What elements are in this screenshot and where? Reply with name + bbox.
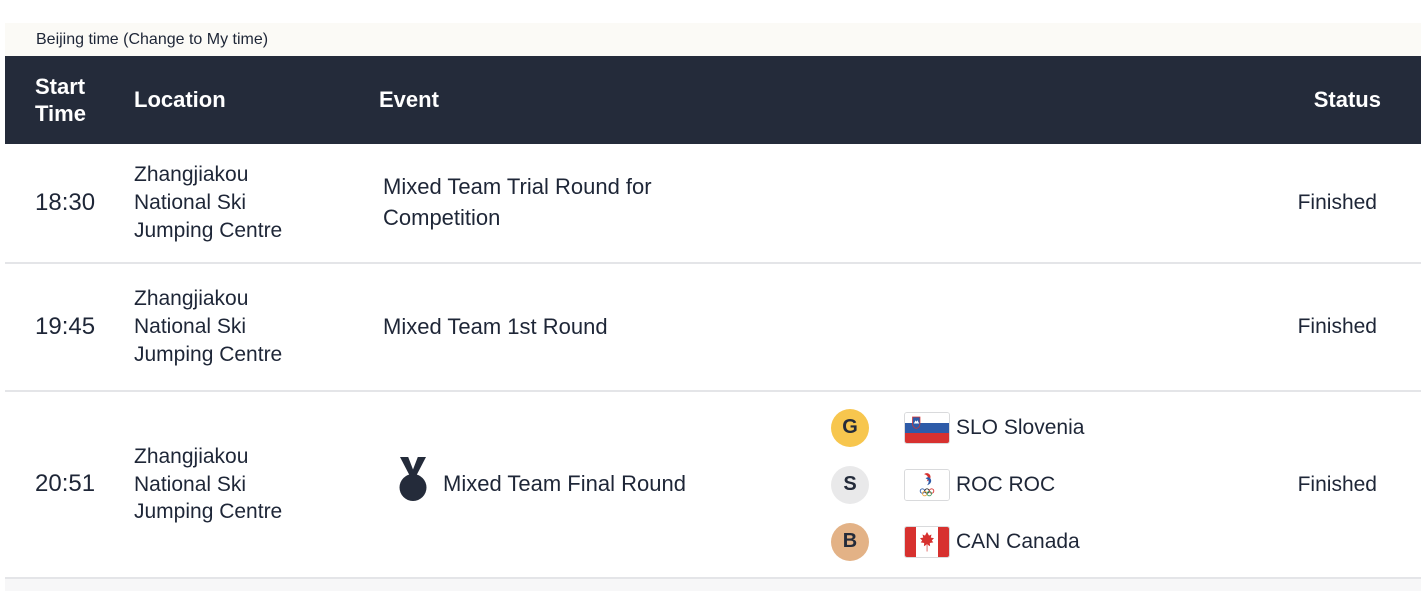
timezone-bar[interactable]: Beijing time (Change to My time) [5, 23, 1421, 56]
team-name: ROC ROC [956, 472, 1056, 496]
timezone-toggle[interactable]: Beijing time (Change to My time) [36, 30, 269, 48]
table-row: 20:51 Zhangjiakou National Ski Jumping C… [5, 392, 1421, 579]
header-status: Status [1313, 87, 1381, 112]
bottom-divider-strip [5, 579, 1421, 591]
event-name: Mixed Team Trial Round for Competition [383, 174, 652, 230]
table-row: 19:45 Zhangjiakou National Ski Jumping C… [5, 264, 1421, 392]
header-start-time: Start Time [35, 73, 86, 127]
silver-medal-entry: S ROC ROC [831, 465, 1139, 504]
bronze-medal-entry: B CAN Canada [831, 522, 1139, 561]
event-name: Mixed Team Final Round [443, 471, 686, 497]
status-label: Finished [1297, 191, 1377, 214]
event-name: Mixed Team 1st Round [383, 313, 608, 339]
start-time: 20:51 [35, 470, 96, 498]
team-name: SLO Slovenia [956, 415, 1085, 439]
start-time: 18:30 [35, 188, 96, 216]
location: Zhangjiakou National Ski Jumping Centre [134, 444, 283, 524]
status-label: Finished [1297, 472, 1377, 496]
location: Zhangjiakou National Ski Jumping Centre [134, 163, 283, 242]
gold-medal-entry: G SLO Slovenia [831, 408, 1139, 447]
silver-medal-badge: S [831, 465, 869, 504]
slovenia-flag-icon [904, 411, 950, 444]
gold-medal-badge: G [831, 408, 869, 447]
status-label: Finished [1297, 315, 1377, 338]
table-header: Start Time Location Event Status [5, 56, 1421, 144]
team-name: CAN Canada [956, 529, 1080, 553]
header-location: Location [134, 87, 226, 112]
canada-flag-icon [904, 525, 950, 558]
bronze-medal-badge: B [831, 522, 869, 561]
medals-cell: G SLO Slovenia S [827, 408, 1139, 561]
location: Zhangjiakou National Ski Jumping Centre [134, 287, 283, 366]
header-event: Event [379, 87, 439, 112]
roc-flag-icon [904, 468, 950, 501]
table-row: 18:30 Zhangjiakou National Ski Jumping C… [5, 144, 1421, 264]
medal-icon [396, 457, 430, 512]
start-time: 19:45 [35, 312, 96, 340]
